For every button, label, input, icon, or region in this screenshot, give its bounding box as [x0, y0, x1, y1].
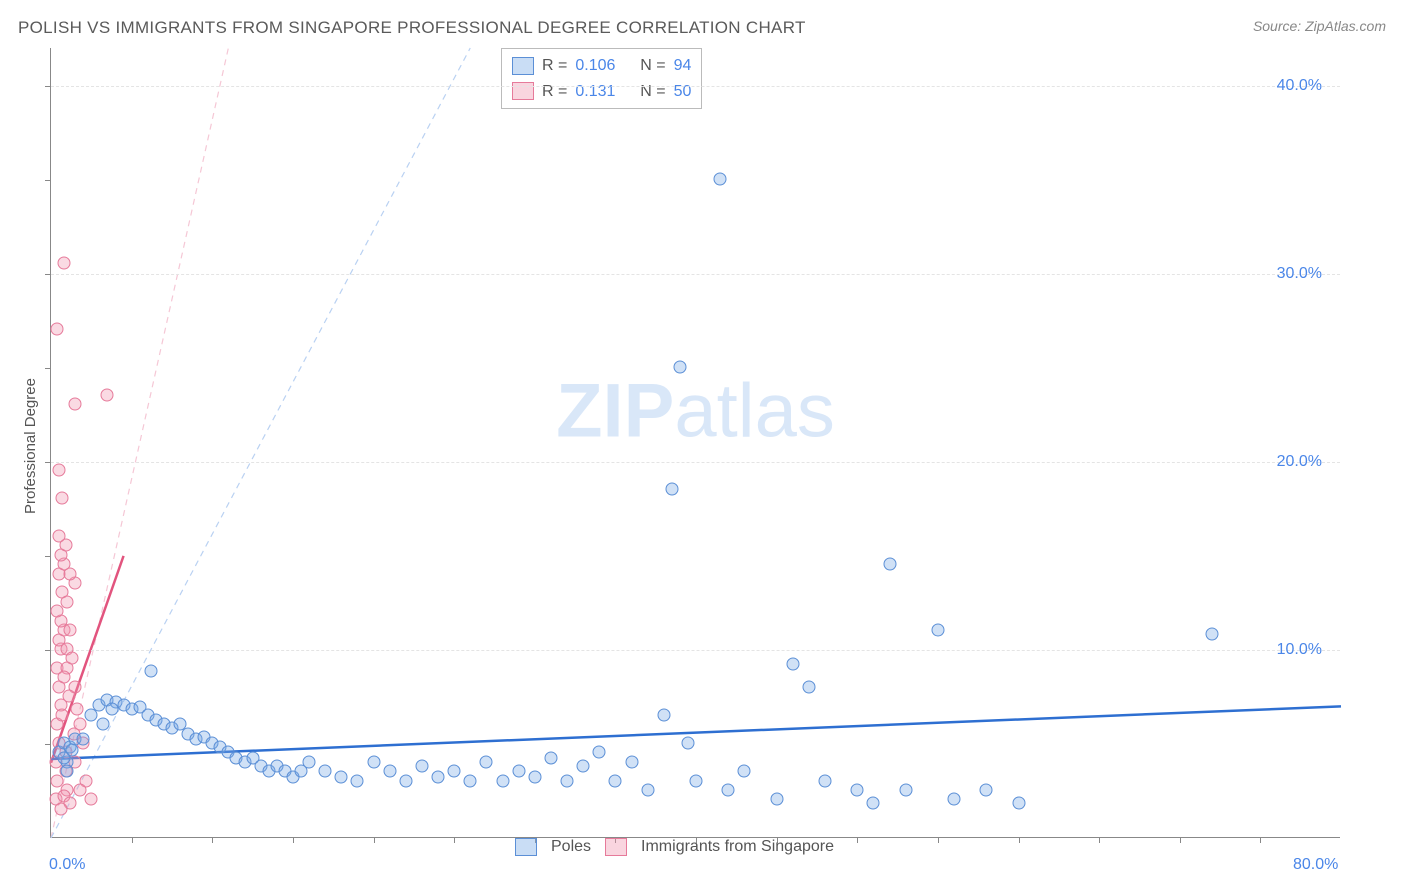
data-point — [883, 558, 896, 571]
data-point — [56, 708, 69, 721]
data-point — [351, 774, 364, 787]
data-point — [690, 774, 703, 787]
data-point — [931, 624, 944, 637]
data-point — [657, 708, 670, 721]
chart-title: POLISH VS IMMIGRANTS FROM SINGAPORE PROF… — [18, 18, 806, 38]
trend-lines-layer — [51, 48, 1340, 837]
data-point — [415, 759, 428, 772]
y-tick-label: 10.0% — [1277, 641, 1322, 659]
legend-swatch — [515, 838, 537, 856]
data-point — [101, 388, 114, 401]
correlation-legend: R =0.106 N =94R = 0.131 N =50 — [501, 48, 702, 109]
data-point — [851, 783, 864, 796]
data-point — [819, 774, 832, 787]
gridline — [51, 274, 1340, 275]
legend-row: R =0.106 N =94 — [512, 53, 691, 79]
data-point — [65, 652, 78, 665]
data-point — [786, 657, 799, 670]
data-point — [625, 755, 638, 768]
data-point — [802, 680, 815, 693]
legend-label: Immigrants from Singapore — [641, 838, 834, 856]
y-tick-label: 40.0% — [1277, 77, 1322, 95]
data-point — [681, 736, 694, 749]
data-point — [383, 765, 396, 778]
data-point — [577, 759, 590, 772]
data-point — [665, 483, 678, 496]
data-point — [65, 744, 78, 757]
data-point — [464, 774, 477, 787]
data-point — [770, 793, 783, 806]
data-point — [106, 703, 119, 716]
data-point — [53, 464, 66, 477]
data-point — [56, 492, 69, 505]
data-point — [61, 595, 74, 608]
data-point — [77, 733, 90, 746]
data-point — [1206, 627, 1219, 640]
y-tick-label: 20.0% — [1277, 453, 1322, 471]
data-point — [57, 257, 70, 270]
data-point — [367, 755, 380, 768]
data-point — [62, 689, 75, 702]
data-point — [399, 774, 412, 787]
source-label: Source: ZipAtlas.com — [1253, 18, 1386, 34]
data-point — [432, 770, 445, 783]
x-tick-label: 80.0% — [1293, 856, 1338, 874]
data-point — [593, 746, 606, 759]
x-tick-label: 0.0% — [49, 856, 85, 874]
data-point — [70, 703, 83, 716]
legend-swatch — [512, 57, 534, 75]
data-point — [319, 765, 332, 778]
data-point — [738, 765, 751, 778]
data-point — [335, 770, 348, 783]
data-point — [61, 765, 74, 778]
data-point — [673, 360, 686, 373]
data-point — [85, 793, 98, 806]
data-point — [448, 765, 461, 778]
data-point — [496, 774, 509, 787]
data-point — [512, 765, 525, 778]
data-point — [57, 671, 70, 684]
data-point — [64, 567, 77, 580]
legend-label: Poles — [551, 838, 591, 856]
data-point — [1012, 797, 1025, 810]
data-point — [528, 770, 541, 783]
data-point — [53, 530, 66, 543]
gridline — [51, 650, 1340, 651]
y-tick-label: 30.0% — [1277, 265, 1322, 283]
data-point — [51, 323, 64, 336]
data-point — [96, 718, 109, 731]
data-point — [980, 783, 993, 796]
data-point — [867, 797, 880, 810]
data-point — [74, 783, 87, 796]
data-point — [948, 793, 961, 806]
data-point — [480, 755, 493, 768]
plot-area: ZIPatlas R =0.106 N =94R = 0.131 N =50 1… — [50, 48, 1340, 838]
data-point — [144, 665, 157, 678]
series-legend: Poles Immigrants from Singapore — [515, 838, 834, 856]
data-point — [899, 783, 912, 796]
data-point — [64, 624, 77, 637]
legend-row: R = 0.131 N =50 — [512, 79, 691, 105]
data-point — [69, 398, 82, 411]
legend-swatch — [605, 838, 627, 856]
y-axis-title: Professional Degree — [22, 378, 39, 514]
gridline — [51, 86, 1340, 87]
data-point — [609, 774, 622, 787]
data-point — [54, 802, 67, 815]
data-point — [641, 783, 654, 796]
data-point — [561, 774, 574, 787]
data-point — [714, 172, 727, 185]
gridline — [51, 462, 1340, 463]
data-point — [722, 783, 735, 796]
data-point — [544, 752, 557, 765]
data-point — [303, 755, 316, 768]
watermark: ZIPatlas — [556, 367, 835, 454]
